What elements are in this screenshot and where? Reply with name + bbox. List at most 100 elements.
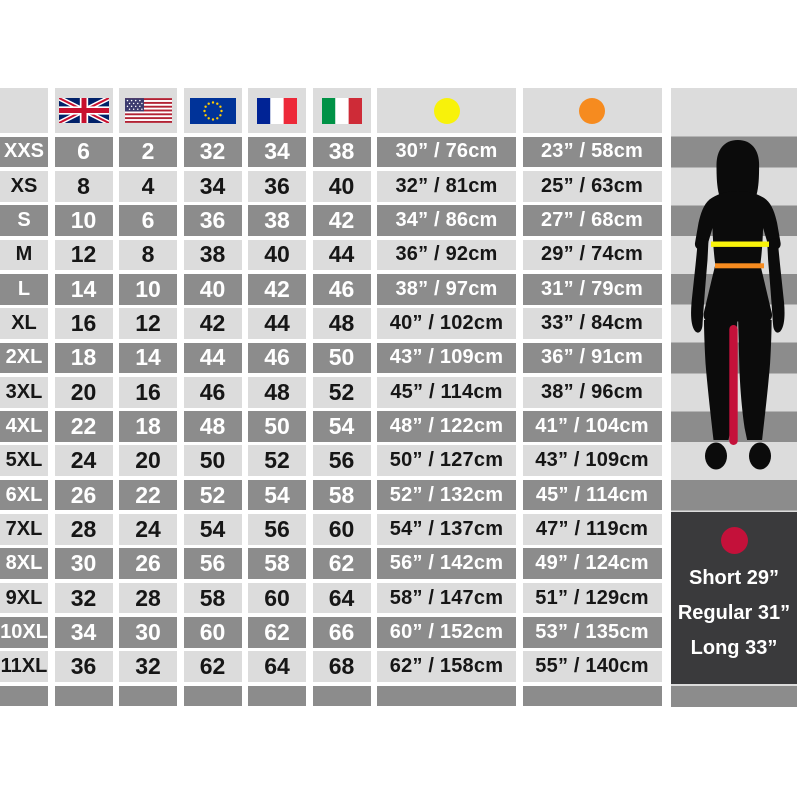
size-value-cell: 60” / 152cm [377, 617, 516, 648]
size-value-cell: 23” / 58cm [522, 136, 662, 168]
size-row-label: 6XL [0, 479, 48, 511]
size-value-cell: 62 [183, 651, 242, 682]
chest-marker-dot-icon [433, 97, 460, 124]
size-value-cell: 38” / 97cm [377, 273, 516, 305]
size-value-cell: 58” / 147cm [377, 582, 516, 614]
size-value-cell: 18 [119, 411, 177, 442]
size-row-label: 3XL [0, 376, 48, 408]
header-uk [54, 88, 113, 133]
flag-us-icon [124, 98, 172, 123]
size-value-cell: 32” / 81cm [377, 170, 516, 202]
size-value-cell: 12 [119, 308, 177, 339]
size-row-label: 9XL [0, 582, 48, 614]
size-value-cell: 48 [312, 308, 371, 339]
bottom-stripe-cell [248, 685, 306, 707]
size-value-cell: 54 [248, 479, 306, 511]
size-row-label: 5XL [0, 445, 48, 477]
figure-torso [694, 191, 781, 266]
size-value-cell: 32 [119, 651, 177, 682]
size-value-cell: 42 [312, 205, 371, 236]
size-value-cell: 16 [119, 376, 177, 408]
size-value-cell: 40 [312, 170, 371, 202]
header-corner-cell [0, 88, 48, 133]
size-row-label: L [0, 273, 48, 305]
inseam-option-short: Short 29” [688, 567, 780, 589]
size-value-cell: 34 [54, 617, 113, 648]
size-value-cell: 6 [54, 136, 113, 168]
size-value-cell: 40 [248, 239, 306, 271]
size-value-cell: 56 [183, 548, 242, 580]
size-value-cell: 50 [248, 411, 306, 442]
size-value-cell: 14 [54, 273, 113, 305]
figure-head [716, 140, 760, 195]
size-value-cell: 54 [312, 411, 371, 442]
header-waist [522, 88, 662, 133]
size-value-cell: 56 [312, 445, 371, 477]
size-value-cell: 22 [54, 411, 113, 442]
size-value-cell: 28 [54, 514, 113, 545]
size-value-cell: 54 [183, 514, 242, 545]
figure-right-leg [738, 320, 772, 440]
size-value-cell: 40” / 102cm [377, 308, 516, 339]
size-value-cell: 54” / 137cm [377, 514, 516, 545]
size-row-label: 11XL [0, 651, 48, 682]
size-row-label: 2XL [0, 342, 48, 374]
size-value-cell: 36 [54, 651, 113, 682]
flag-eu-icon [189, 97, 236, 124]
size-value-cell: 41” / 104cm [522, 411, 662, 442]
size-value-cell: 30 [54, 548, 113, 580]
size-value-cell: 27” / 68cm [522, 205, 662, 236]
inseam-option-long: Long 33” [690, 637, 778, 659]
size-value-cell: 42 [248, 273, 306, 305]
size-value-cell: 48 [248, 376, 306, 408]
size-row-label: XL [0, 308, 48, 339]
size-value-cell: 43” / 109cm [377, 342, 516, 374]
size-value-cell: 8 [54, 170, 113, 202]
size-row-label: S [0, 205, 48, 236]
size-value-cell: 66 [312, 617, 371, 648]
size-value-cell: 30 [119, 617, 177, 648]
size-row-label: 8XL [0, 548, 48, 580]
figure-skirt [703, 264, 773, 322]
size-value-cell: 2 [119, 136, 177, 168]
size-value-cell: 36 [248, 170, 306, 202]
header-us [119, 88, 177, 133]
bottom-stripe-cell [312, 685, 371, 707]
header-fr [248, 88, 306, 133]
size-value-cell: 52 [183, 479, 242, 511]
size-value-cell: 40 [183, 273, 242, 305]
size-value-cell: 62 [312, 548, 371, 580]
size-value-cell: 10 [54, 205, 113, 236]
size-value-cell: 45” / 114cm [377, 376, 516, 408]
inseam-option-regular: Regular 31” [677, 602, 791, 624]
bottom-stripe-cell [54, 685, 113, 707]
figure-left-leg [704, 320, 738, 440]
size-value-cell: 24 [119, 514, 177, 545]
size-value-cell: 68 [312, 651, 371, 682]
size-value-cell: 18 [54, 342, 113, 374]
size-value-cell: 44 [312, 239, 371, 271]
size-value-cell: 52 [312, 376, 371, 408]
size-value-cell: 34 [183, 170, 242, 202]
female-figure-silhouette [691, 140, 785, 470]
size-value-cell: 25” / 63cm [522, 170, 662, 202]
size-value-cell: 49” / 124cm [522, 548, 662, 580]
size-value-cell: 38 [312, 136, 371, 168]
size-value-cell: 58 [312, 479, 371, 511]
size-value-cell: 8 [119, 239, 177, 271]
size-row-label: XXS [0, 136, 48, 168]
size-row-label: 4XL [0, 411, 48, 442]
size-value-cell: 16 [54, 308, 113, 339]
size-value-cell: 34” / 86cm [377, 205, 516, 236]
size-value-cell: 26 [54, 479, 113, 511]
size-row-label: 7XL [0, 514, 48, 545]
size-value-cell: 12 [54, 239, 113, 271]
size-value-cell: 6 [119, 205, 177, 236]
size-value-cell: 50 [183, 445, 242, 477]
size-value-cell: 20 [54, 376, 113, 408]
header-chest [377, 88, 516, 133]
size-value-cell: 24 [54, 445, 113, 477]
size-value-cell: 32 [54, 582, 113, 614]
size-value-cell: 22 [119, 479, 177, 511]
size-value-cell: 51” / 129cm [522, 582, 662, 614]
